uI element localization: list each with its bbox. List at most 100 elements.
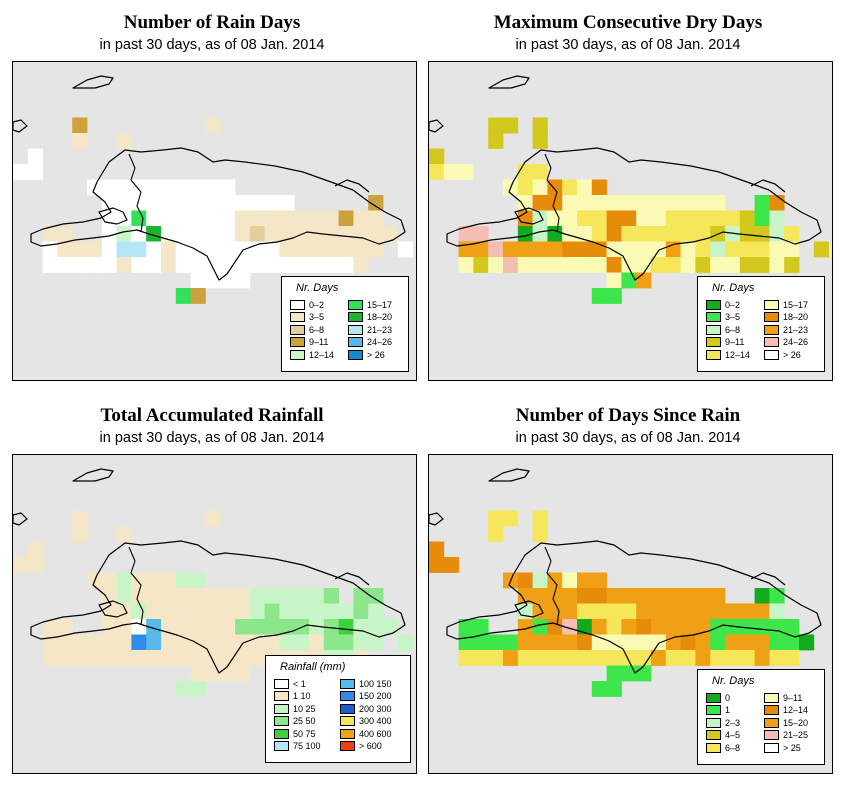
legend-swatch — [706, 337, 721, 347]
coastline — [334, 572, 370, 586]
panel-subtitle-days-since-rain: in past 30 days, as of 08 Jan. 2014 — [515, 430, 741, 446]
legend-swatch — [764, 705, 779, 715]
grid-cell — [146, 210, 162, 227]
legend-item: 18–20 — [348, 312, 392, 323]
grid-cell — [547, 179, 563, 196]
grid-cell — [72, 257, 88, 273]
legend-label: > 26 — [367, 349, 385, 360]
grid-cell — [72, 510, 88, 527]
grid-cell — [621, 241, 637, 258]
legend-swatch — [706, 692, 721, 703]
grid-cell — [175, 195, 191, 211]
grid-cell — [473, 226, 489, 242]
grid-cell — [220, 665, 236, 682]
grid-cell — [205, 619, 221, 635]
grid-cell — [636, 650, 652, 666]
grid-cell — [577, 210, 593, 227]
grid-cell — [547, 241, 563, 258]
grid-cell — [13, 557, 29, 573]
grid-cell — [279, 241, 295, 258]
legend-item: 15–17 — [764, 299, 808, 310]
grid-cell — [695, 603, 711, 620]
grid-cell — [205, 257, 221, 273]
grid-cell — [532, 164, 548, 180]
grid-cell — [577, 634, 593, 651]
legend-item: 6–8 — [290, 324, 324, 335]
grid-cell — [577, 572, 593, 589]
grid-cell — [680, 634, 696, 651]
legend-swatch — [348, 299, 363, 310]
grid-cell — [146, 226, 162, 242]
grid-cell — [27, 164, 43, 180]
grid-cell — [651, 210, 667, 227]
grid-cell — [309, 603, 325, 620]
legend-title: Nr. Days — [712, 675, 755, 687]
grid-cell — [725, 619, 741, 635]
map-days-since-rain — [429, 468, 822, 697]
grid-cell — [636, 588, 652, 604]
grid-cell — [577, 650, 593, 666]
grid-cell — [220, 634, 236, 651]
grid-cell — [175, 588, 191, 604]
grid-cell — [116, 572, 132, 589]
grid-cell — [517, 634, 533, 651]
legend-swatch — [290, 299, 305, 310]
legend-label: 100 150 — [359, 678, 392, 689]
grid-cell — [131, 257, 147, 273]
coastline — [30, 147, 406, 281]
grid-cell — [116, 210, 132, 227]
grid-cell — [443, 557, 459, 573]
grid-cell — [323, 588, 339, 604]
grid-cell — [532, 588, 548, 604]
legend-item: 3–5 — [290, 312, 324, 323]
grid-cell — [101, 588, 117, 604]
legend-swatch — [764, 730, 779, 740]
grid-cell — [606, 288, 622, 304]
grid-cell — [651, 603, 667, 620]
grid-cell — [205, 650, 221, 666]
grid-cell — [532, 241, 548, 258]
grid-cell — [368, 588, 384, 604]
legend-swatch — [340, 691, 355, 701]
grid-cell — [532, 526, 548, 542]
grid-cell — [146, 257, 162, 273]
grid-cell — [739, 226, 755, 242]
grid-cell — [397, 241, 413, 258]
grid-cell — [517, 588, 533, 604]
grid-cell — [754, 650, 770, 666]
grid-cell — [383, 619, 399, 635]
grid-cell — [680, 619, 696, 635]
grid-cell — [799, 634, 815, 651]
grid-cell — [72, 526, 88, 542]
grid-cell — [458, 226, 474, 242]
grid-cell — [190, 650, 206, 666]
grid-cell — [695, 241, 711, 258]
grid-cell — [651, 226, 667, 242]
legend-swatch — [764, 324, 779, 335]
grid-cell — [517, 164, 533, 180]
grid-cell — [591, 572, 607, 589]
grid-cell — [517, 650, 533, 666]
grid-cell — [547, 226, 563, 242]
legend-swatch — [764, 692, 779, 703]
grid-cell — [190, 665, 206, 682]
grid-cell — [577, 241, 593, 258]
map-rain-days — [13, 75, 413, 304]
grid-cell — [235, 226, 251, 242]
grid-cell — [368, 619, 384, 635]
legend-item: 2–3 — [706, 717, 740, 728]
grid-cell — [146, 195, 162, 211]
map-panel-dry-days: Nr. Days 0–2 3–5 6–8 9–11 12–14 15–17 18–20 21–2… — [428, 61, 833, 381]
legend-label: 21–23 — [367, 324, 393, 335]
legend-swatch — [764, 717, 779, 728]
grid-cell — [739, 634, 755, 651]
legend-swatch — [706, 349, 721, 360]
grid-cell — [42, 619, 58, 635]
grid-cell — [220, 650, 236, 666]
grid-cell — [532, 510, 548, 527]
grid-cell — [606, 665, 622, 682]
grid-cell — [101, 241, 117, 258]
grid-cell — [577, 603, 593, 620]
legend-label: 6–8 — [725, 324, 741, 335]
grid-cell — [562, 226, 578, 242]
